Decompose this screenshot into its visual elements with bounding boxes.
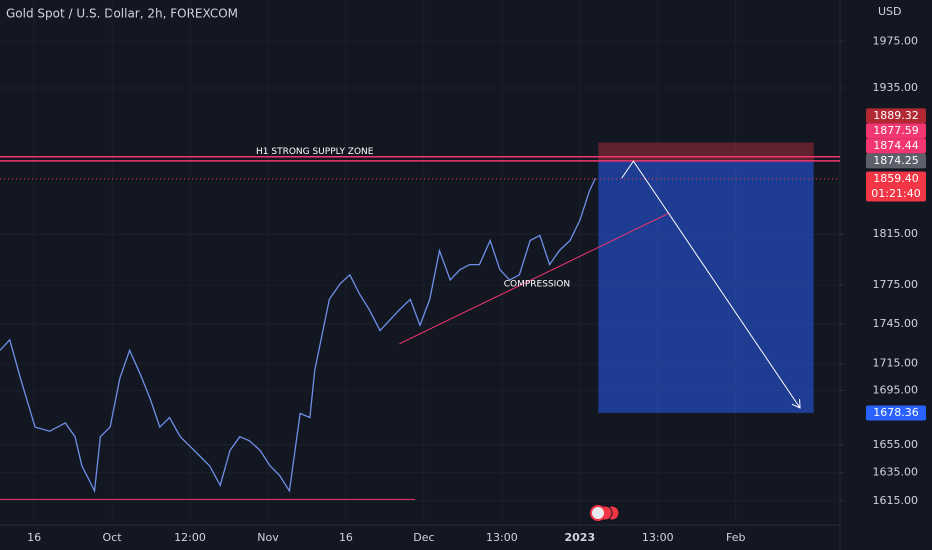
annotation: COMPRESSION (504, 279, 570, 289)
axis-unit: USD (878, 5, 902, 18)
x-tick-label: 16 (339, 531, 353, 544)
price-label-box (866, 138, 926, 154)
y-tick-label: 1715.00 (873, 357, 919, 370)
y-tick-label: 1975.00 (873, 34, 919, 47)
x-tick-label: Dec (413, 531, 434, 544)
event-icons (590, 505, 620, 521)
arrow (621, 160, 801, 409)
annotation: H1 STRONG SUPPLY ZONE (256, 147, 374, 157)
trend-line (399, 212, 670, 345)
price-label-box (866, 123, 926, 139)
price-line (0, 177, 596, 494)
price-label: 1889.32 (873, 109, 919, 122)
stop-zone (598, 142, 814, 161)
x-tick-label: Feb (726, 531, 745, 544)
x-tick-label: 13:00 (486, 531, 518, 544)
x-tick-label: 13:00 (642, 531, 674, 544)
price-label-box (866, 405, 926, 421)
x-tick-label: 12:00 (174, 531, 206, 544)
y-tick-label: 1815.00 (873, 227, 919, 240)
target-zone (598, 160, 814, 413)
price-label-box (866, 108, 926, 124)
price-label: 1678.36 (873, 406, 919, 419)
y-tick-label: 1695.00 (873, 383, 919, 396)
x-tick-label: Nov (257, 531, 279, 544)
y-tick-label: 1635.00 (873, 466, 919, 479)
price-label: 1877.59 (873, 124, 919, 137)
y-tick-label: 1745.00 (873, 317, 919, 330)
x-tick-label: Oct (103, 531, 123, 544)
price-label: 1874.25 (873, 154, 919, 167)
price-label-box (866, 171, 926, 202)
price-label: 1874.44 (873, 139, 919, 152)
price-label: 1859.40 (873, 172, 919, 185)
chart-title: Gold Spot / U.S. Dollar, 2h, FOREXCOM (6, 7, 238, 21)
arrow-head (791, 398, 801, 409)
x-tick-label: 2023 (565, 531, 596, 544)
countdown-label: 01:21:40 (871, 187, 920, 200)
price-label-box (866, 153, 926, 169)
y-tick-label: 1655.00 (873, 438, 919, 451)
y-tick-label: 1935.00 (873, 81, 919, 94)
x-tick-label: 16 (27, 531, 41, 544)
y-tick-label: 1615.00 (873, 494, 919, 507)
y-tick-label: 1775.00 (873, 278, 919, 291)
